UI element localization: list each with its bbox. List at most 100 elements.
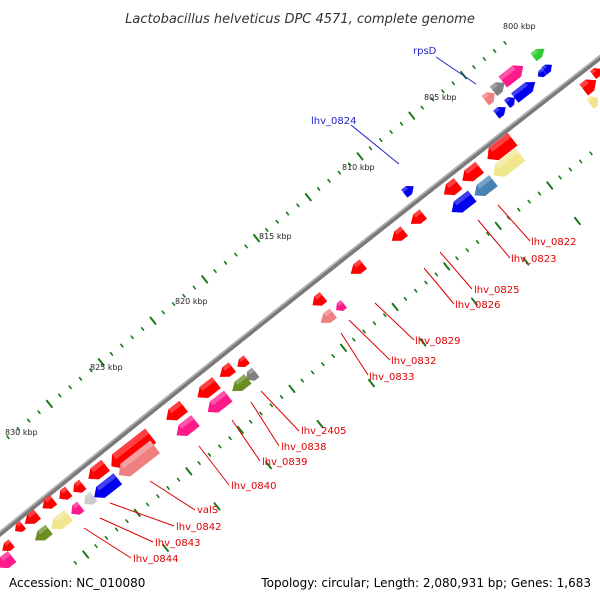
gene-label-lhv-0842[interactable]: lhv_0842 bbox=[176, 522, 221, 533]
gene-arrow-body bbox=[489, 82, 505, 97]
gene-arrow-highlight bbox=[538, 68, 544, 74]
gene-arrow-highlight bbox=[199, 377, 216, 391]
scale-label: 815 kbp bbox=[259, 232, 292, 241]
leader-line bbox=[439, 251, 473, 290]
gene-arrow bbox=[579, 79, 597, 96]
gene-arrow-body bbox=[42, 494, 58, 509]
inner-tick bbox=[265, 227, 269, 232]
gene-arrow-highlight bbox=[238, 355, 246, 362]
gene-arrow-body bbox=[88, 459, 110, 480]
gene-arrow-body bbox=[312, 291, 328, 306]
gene-arrow-body bbox=[166, 400, 188, 421]
gene-label-lhv-0833[interactable]: lhv_0833 bbox=[369, 372, 414, 383]
gene-arrow-highlight bbox=[37, 524, 48, 535]
leader-line bbox=[423, 267, 455, 305]
leader-line bbox=[250, 401, 280, 447]
gene-arrow-body bbox=[24, 509, 41, 524]
outer-tick bbox=[413, 288, 418, 293]
outer-tick bbox=[82, 550, 90, 559]
gene-arrow bbox=[71, 501, 85, 515]
gene-label-lhv-0822[interactable]: lhv_0822 bbox=[531, 237, 576, 248]
scale-label: 825 kbp bbox=[90, 363, 123, 372]
gene-arrow bbox=[94, 473, 123, 498]
gene-arrow bbox=[391, 226, 408, 241]
leader-line bbox=[260, 390, 300, 432]
gene-arrow bbox=[350, 259, 367, 274]
accession-text: Accession: NC_010080 bbox=[9, 576, 145, 590]
gene-arrow bbox=[246, 367, 260, 381]
gene-arrow bbox=[410, 209, 427, 224]
gene-label-valS[interactable]: valS bbox=[197, 505, 218, 516]
leader-line bbox=[149, 480, 196, 511]
inner-tick bbox=[327, 178, 331, 183]
gene-label-lhv-2405[interactable]: lhv_2405 bbox=[301, 426, 346, 437]
inner-tick bbox=[130, 335, 134, 340]
leader-line bbox=[198, 445, 230, 486]
leader-line bbox=[99, 517, 154, 543]
gene-arrow bbox=[232, 374, 252, 392]
gene-arrow bbox=[84, 491, 98, 505]
outer-tick bbox=[197, 461, 201, 466]
gene-arrow-body bbox=[350, 259, 367, 274]
gene-arrow bbox=[312, 291, 328, 306]
gene-label-lhv-0832[interactable]: lhv_0832 bbox=[391, 356, 436, 367]
inner-tick bbox=[45, 399, 53, 408]
outer-tick bbox=[568, 167, 573, 172]
gene-arrow-highlight bbox=[464, 161, 479, 175]
leader-line bbox=[340, 332, 369, 376]
gene-arrow-body bbox=[59, 486, 73, 500]
gene-arrow bbox=[51, 509, 73, 530]
gene-arrow-highlight bbox=[488, 132, 512, 153]
scale-label: 810 kbp bbox=[342, 163, 375, 172]
gene-label-lhv-0825[interactable]: lhv_0825 bbox=[474, 285, 519, 296]
outer-tick bbox=[573, 216, 581, 226]
gene-arrow-body bbox=[443, 177, 463, 196]
outer-tick bbox=[321, 362, 325, 367]
gene-arrow-highlight bbox=[586, 96, 593, 103]
gene-label-lhv-0844[interactable]: lhv_0844 bbox=[133, 554, 178, 565]
gene-label-lhv-0824[interactable]: lhv_0824 bbox=[311, 116, 356, 127]
gene-arrow-highlight bbox=[168, 400, 183, 414]
outer-tick bbox=[372, 321, 377, 326]
gene-label-lhv-0829[interactable]: lhv_0829 bbox=[415, 336, 460, 347]
outer-tick bbox=[236, 425, 244, 435]
map-title: Lactobacillus helveticus DPC 4571, compl… bbox=[125, 12, 475, 27]
inner-tick bbox=[356, 152, 364, 161]
gene-arrow-highlight bbox=[209, 390, 227, 406]
gene-arrow-body bbox=[73, 479, 87, 493]
outer-tick bbox=[522, 257, 530, 266]
inner-tick bbox=[182, 293, 186, 298]
gene-arrow-body bbox=[176, 415, 200, 436]
gene-arrow-body bbox=[586, 96, 598, 109]
outer-tick bbox=[434, 272, 439, 277]
outer-tick bbox=[443, 262, 451, 271]
gene-label-lhv-0840[interactable]: lhv_0840 bbox=[231, 481, 276, 492]
inner-tick bbox=[16, 426, 21, 431]
outer-tick bbox=[73, 560, 78, 565]
gene-arrow-body bbox=[232, 374, 252, 392]
gene-arrow bbox=[443, 177, 463, 196]
outer-tick bbox=[145, 502, 150, 507]
gene-arrow-body bbox=[451, 190, 477, 213]
outer-tick bbox=[383, 313, 387, 318]
leader-line bbox=[497, 204, 531, 242]
gene-arrow bbox=[176, 415, 200, 436]
gene-arrow-body bbox=[537, 68, 547, 78]
outer-tick bbox=[475, 240, 480, 245]
gene-label-lhv-0843[interactable]: lhv_0843 bbox=[155, 538, 200, 549]
inner-tick bbox=[192, 285, 197, 290]
inner-tick bbox=[58, 393, 62, 398]
gene-label-rpsD[interactable]: rpsD bbox=[413, 46, 437, 57]
gene-arrow-body bbox=[94, 473, 123, 498]
gene-label-lhv-0838[interactable]: lhv_0838 bbox=[281, 442, 326, 453]
gene-label-lhv-0826[interactable]: lhv_0826 bbox=[455, 300, 500, 311]
gene-arrow bbox=[537, 68, 547, 78]
gene-label-lhv-0839[interactable]: lhv_0839 bbox=[262, 457, 307, 468]
inner-tick bbox=[244, 244, 248, 249]
inner-tick bbox=[389, 129, 393, 134]
scale-label: 800 kbp bbox=[503, 22, 536, 31]
gene-arrow-body bbox=[219, 362, 236, 377]
gene-label-lhv-0823[interactable]: lhv_0823 bbox=[511, 254, 556, 265]
gene-arrow-highlight bbox=[112, 428, 150, 460]
